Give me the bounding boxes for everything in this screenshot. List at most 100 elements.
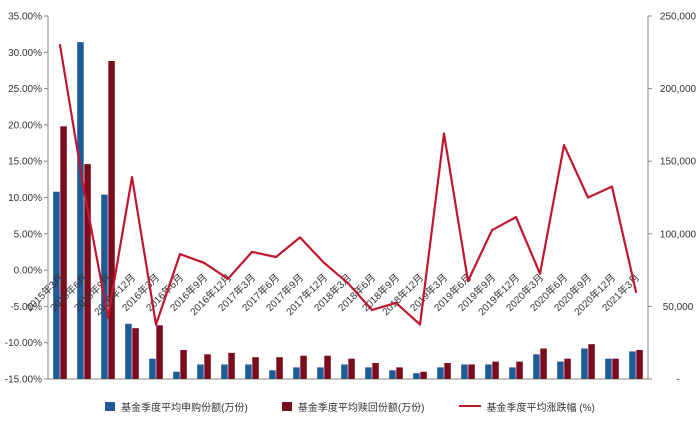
left-tick-label: 10.00% [8, 193, 42, 204]
line-point [250, 250, 254, 254]
bar-redemption [180, 349, 187, 379]
legend-label-subscription: 基金季度平均申购份额(万份) [121, 402, 248, 414]
bar-subscription [581, 348, 588, 379]
bar-redemption [348, 358, 355, 379]
bar-subscription [365, 367, 372, 379]
bar-redemption [588, 344, 595, 379]
legend-swatch-change [458, 405, 481, 407]
bar-subscription [413, 373, 420, 379]
left-tick-label: -15.00% [5, 375, 42, 386]
bar-redemption [156, 325, 163, 379]
legend-label-redemption: 基金季度平均赎回份额(万份) [297, 402, 425, 414]
bar-redemption [252, 357, 259, 379]
bar-subscription [533, 354, 540, 379]
bar-redemption [612, 358, 619, 379]
legend-item-subscription: 基金季度平均申购份额(万份) [105, 399, 248, 414]
combo-chart: 35.00% 30.00% 25.00% 20.00% 15.00% 10.00% 5.00… [5, 12, 697, 386]
legend-label-change: 基金季度平均涨跌幅 (%) [486, 402, 595, 414]
bar-subscription [221, 364, 228, 379]
bar-redemption [516, 361, 523, 379]
line-point [538, 272, 542, 275]
bar-subscription [557, 361, 564, 379]
bar-subscription [245, 364, 252, 379]
legend-item-change: 基金季度平均涨跌幅 (%) [458, 399, 595, 414]
bar-redemption [300, 355, 307, 379]
line-point [394, 301, 398, 304]
line-point [130, 176, 134, 179]
bar-subscription [77, 42, 84, 380]
bar-redemption [276, 357, 283, 379]
line-point [154, 323, 158, 326]
line-point [370, 308, 374, 312]
bar-subscription [173, 371, 180, 379]
legend-swatch-redemption [281, 401, 292, 411]
left-tick-label: -10.00% [5, 338, 42, 349]
bar-redemption [468, 364, 475, 379]
left-tick-label: 15.00% [8, 157, 42, 168]
bar-subscription [317, 367, 324, 379]
legend-item-redemption: 基金季度平均赎回份额(万份) [281, 399, 425, 414]
line-point [106, 316, 110, 319]
bar-redemption [84, 164, 91, 379]
line-point [418, 323, 422, 326]
bar-redemption [564, 358, 571, 379]
bar-redemption [60, 126, 67, 380]
bar-subscription [125, 323, 132, 379]
bar-redemption [228, 352, 235, 379]
line-point [634, 290, 638, 293]
right-tick-label: 50,000 [663, 302, 694, 313]
bar-subscription [149, 358, 156, 379]
bar-redemption [324, 355, 331, 379]
right-tick-label: - [676, 375, 679, 386]
bar-redemption [540, 348, 547, 379]
left-tick-label: 25.00% [8, 84, 42, 95]
legend-swatch-subscription [105, 401, 116, 411]
left-tick-label: 0.00% [14, 266, 42, 277]
left-tick-label: 30.00% [8, 48, 42, 59]
line-point [514, 216, 518, 219]
bar-subscription [485, 364, 492, 379]
left-tick-label: -5.00% [10, 302, 42, 313]
bar-redemption [204, 354, 211, 379]
line-point [586, 196, 590, 199]
right-tick-label: 150,000 [660, 157, 697, 168]
bar-subscription [437, 367, 444, 379]
line-point [490, 229, 494, 232]
line-point [466, 279, 470, 283]
bar-redemption [132, 328, 139, 379]
bar-redemption [372, 363, 379, 379]
line-point [226, 277, 230, 280]
bar-redemption [396, 367, 403, 379]
left-tick-label: 35.00% [8, 12, 42, 23]
bar-subscription [53, 191, 60, 379]
right-tick-label: 200,000 [660, 84, 697, 95]
bar-subscription [605, 358, 612, 379]
line-point [442, 132, 446, 135]
bar-subscription [389, 370, 396, 379]
line-point [82, 189, 86, 192]
right-tick-label: 100,000 [660, 229, 697, 240]
bar-redemption [636, 349, 643, 379]
bar-subscription [101, 194, 108, 379]
bar-redemption [444, 363, 451, 379]
line-point [274, 255, 278, 259]
left-tick-label: 5.00% [14, 229, 42, 240]
line-point [610, 185, 614, 188]
line-point [202, 261, 206, 264]
bar-subscription [341, 364, 348, 379]
bar-subscription [197, 364, 204, 379]
bar-redemption [492, 361, 499, 379]
line-point [298, 236, 302, 239]
line-point [562, 144, 566, 147]
line-point [58, 43, 62, 47]
bar-subscription [509, 367, 516, 379]
bar-redemption [108, 61, 115, 380]
line-point [346, 282, 350, 285]
line-point [178, 253, 182, 256]
bar-redemption [420, 371, 427, 379]
line-point [322, 261, 326, 264]
right-tick-label: 250,000 [660, 12, 697, 23]
bar-subscription [293, 367, 300, 379]
legend: 基金季度平均申购份额(万份) 基金季度平均赎回份额(万份) 基金季度平均涨跌幅 … [0, 396, 700, 416]
